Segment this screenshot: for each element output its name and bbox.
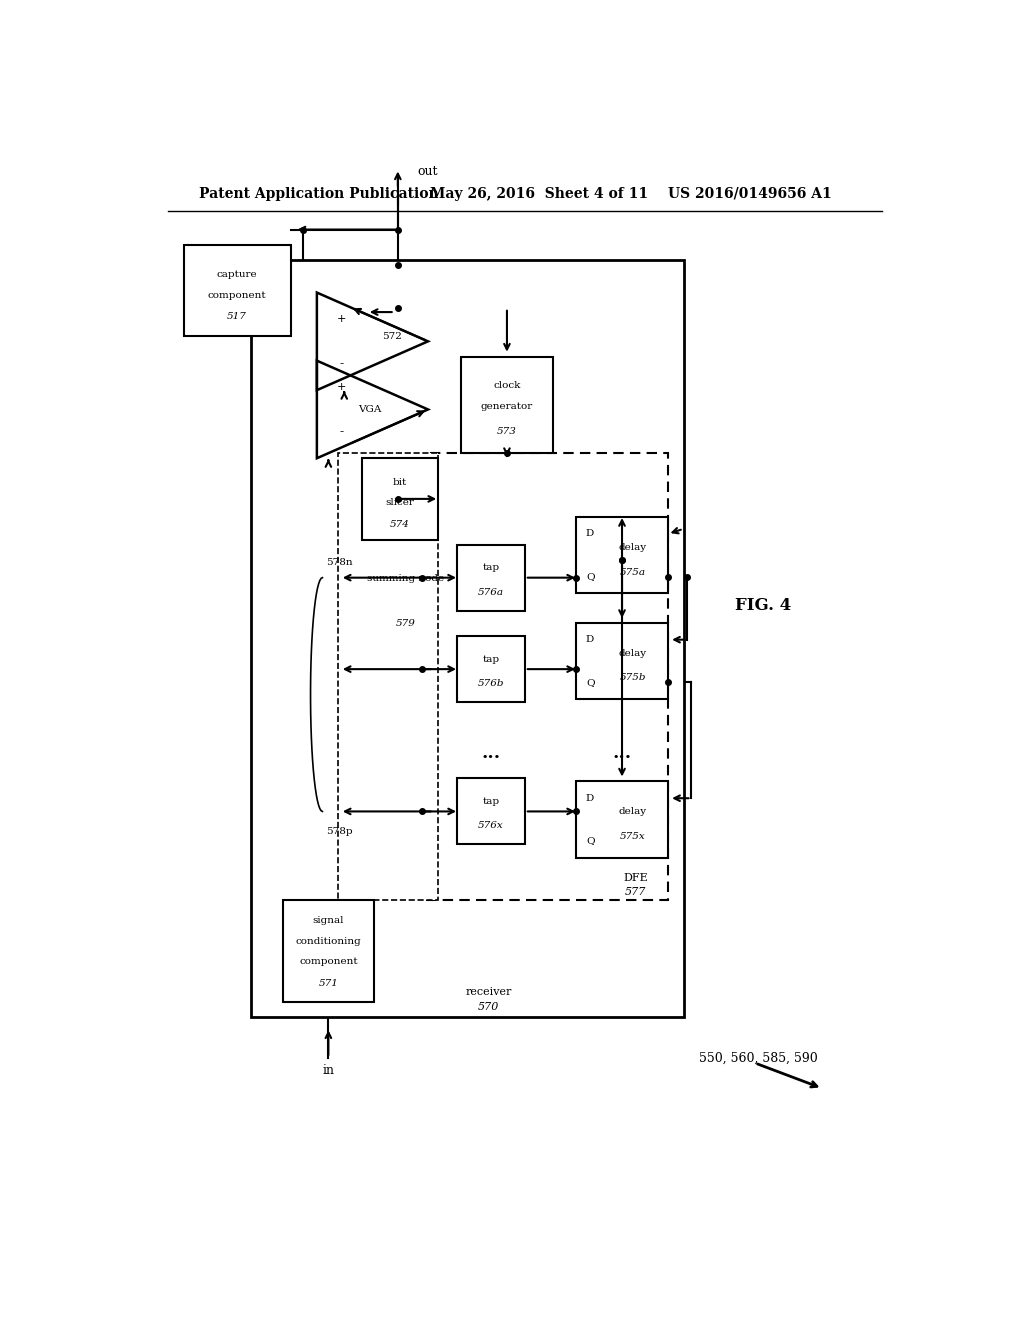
Text: conditioning: conditioning — [296, 936, 361, 945]
FancyBboxPatch shape — [458, 636, 524, 702]
Text: 576a: 576a — [478, 587, 504, 597]
FancyBboxPatch shape — [426, 453, 668, 900]
FancyBboxPatch shape — [577, 781, 668, 858]
Text: clock: clock — [494, 381, 520, 391]
Text: 571: 571 — [318, 979, 338, 989]
Text: tap: tap — [482, 797, 500, 807]
FancyBboxPatch shape — [283, 900, 374, 1002]
Text: 577: 577 — [626, 887, 646, 898]
Text: 576x: 576x — [478, 821, 504, 830]
Text: Q: Q — [586, 678, 595, 686]
Text: receiver: receiver — [466, 987, 512, 997]
Text: +: + — [337, 314, 346, 325]
Text: 575a: 575a — [620, 568, 646, 577]
Text: 578p: 578p — [327, 828, 353, 837]
Text: May 26, 2016  Sheet 4 of 11: May 26, 2016 Sheet 4 of 11 — [430, 187, 648, 201]
Text: component: component — [299, 957, 357, 966]
Text: component: component — [208, 290, 266, 300]
Text: out: out — [418, 165, 438, 178]
Text: Q: Q — [586, 837, 595, 845]
Text: 517: 517 — [227, 312, 247, 321]
Text: Patent Application Publication: Patent Application Publication — [200, 187, 439, 201]
Text: 573: 573 — [497, 428, 517, 437]
Text: D: D — [586, 635, 594, 644]
FancyBboxPatch shape — [362, 458, 437, 540]
Text: delay: delay — [618, 808, 647, 817]
Text: generator: generator — [481, 403, 534, 412]
Text: delay: delay — [618, 649, 647, 657]
Text: signal: signal — [312, 916, 344, 925]
Text: 570: 570 — [478, 1002, 500, 1012]
Text: tap: tap — [482, 655, 500, 664]
Text: 574: 574 — [390, 520, 410, 529]
Text: 578n: 578n — [327, 558, 353, 566]
Text: DFE: DFE — [624, 873, 648, 883]
Text: 576b: 576b — [478, 680, 505, 688]
Text: summing node: summing node — [368, 574, 444, 583]
Text: ...: ... — [612, 744, 631, 762]
Text: FIG. 4: FIG. 4 — [735, 597, 791, 614]
Text: -: - — [340, 356, 344, 370]
Text: +: + — [337, 383, 346, 392]
Text: in: in — [323, 1064, 335, 1077]
FancyBboxPatch shape — [458, 545, 524, 611]
Text: US 2016/0149656 A1: US 2016/0149656 A1 — [668, 187, 831, 201]
FancyBboxPatch shape — [338, 453, 437, 900]
Text: -: - — [340, 425, 344, 438]
Text: 572: 572 — [382, 331, 401, 341]
FancyBboxPatch shape — [577, 623, 668, 700]
Text: 575b: 575b — [620, 673, 646, 682]
Text: capture: capture — [217, 271, 257, 280]
FancyBboxPatch shape — [251, 260, 684, 1018]
Text: tap: tap — [482, 564, 500, 573]
Text: ...: ... — [481, 744, 501, 762]
FancyBboxPatch shape — [461, 356, 553, 453]
Text: delay: delay — [618, 544, 647, 552]
Text: bit: bit — [392, 478, 407, 487]
Text: 550, 560, 585, 590: 550, 560, 585, 590 — [699, 1052, 818, 1064]
Text: 575x: 575x — [621, 832, 646, 841]
Text: D: D — [586, 793, 594, 803]
Text: slicer: slicer — [385, 499, 415, 507]
Text: 579: 579 — [396, 619, 416, 627]
FancyBboxPatch shape — [183, 244, 291, 337]
Text: VGA: VGA — [358, 405, 381, 414]
Text: D: D — [586, 529, 594, 539]
FancyBboxPatch shape — [577, 517, 668, 594]
FancyBboxPatch shape — [458, 779, 524, 845]
Text: Q: Q — [586, 572, 595, 581]
